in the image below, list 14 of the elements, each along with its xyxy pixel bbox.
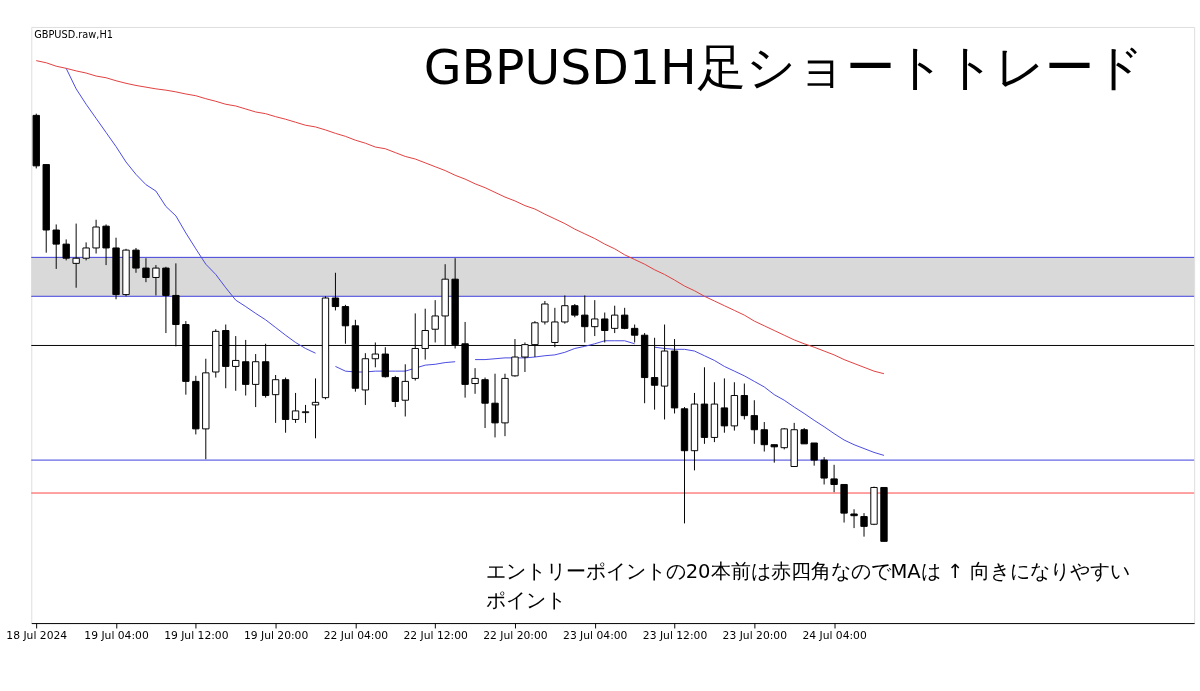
x-tick-label: 23 Jul 04:00 (563, 629, 628, 643)
x-tick-label: 22 Jul 04:00 (323, 629, 389, 643)
x-tick-label: 24 Jul 04:00 (802, 629, 867, 643)
x-tick-label: 23 Jul 20:00 (722, 629, 788, 643)
x-tick-label: 18 Jul 2024 (6, 629, 68, 643)
text: エントリーポイントの20本前は赤四角なのでMAは ↑ 向きになりやすいポイント (485, 560, 1130, 613)
x-tick-label: 22 Jul 12:00 (403, 629, 469, 643)
chart-subtitle: GBPUSD.raw,H1 (34, 28, 113, 40)
x-tick-label: 22 Jul 20:00 (483, 629, 548, 643)
x-tick-label: 23 Jul 12:00 (642, 629, 708, 643)
chart-title: GBPUSD1H足ショートトレード (423, 38, 1144, 96)
x-tick-label: 19 Jul 12:00 (164, 629, 229, 643)
x-tick-label: 19 Jul 04:00 (84, 629, 149, 643)
x-tick-label: 19 Jul 20:00 (243, 629, 309, 643)
